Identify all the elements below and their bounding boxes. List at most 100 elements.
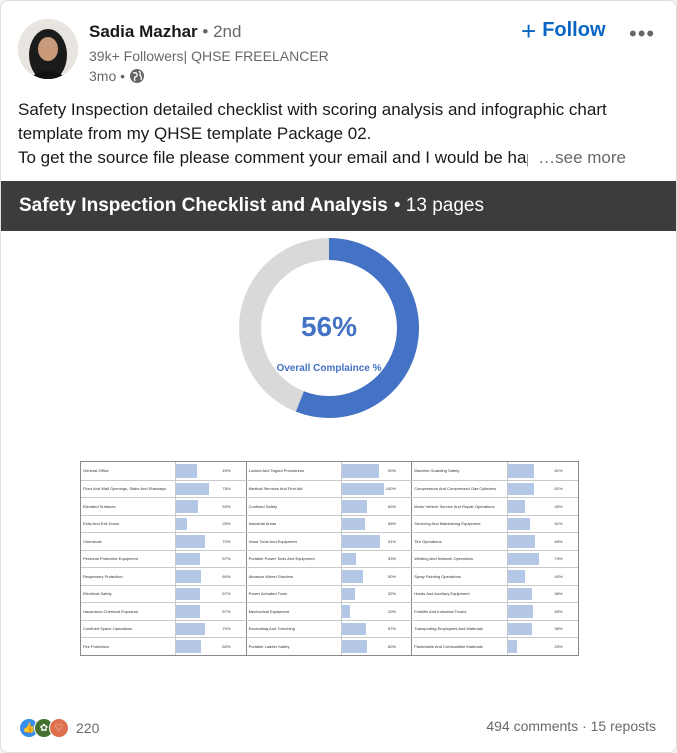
table-cell: Spray Painting Operations 40% — [412, 568, 578, 585]
score-value: 33% — [387, 556, 396, 562]
score-value: 60% — [387, 643, 396, 649]
score-cell: 55% — [342, 516, 411, 533]
score-value: 100% — [385, 486, 396, 492]
category-label: Confined Safety — [247, 498, 343, 515]
score-cell: 78% — [176, 481, 245, 498]
table-row: Personal Protective Equipment 57% Portable… — [81, 549, 578, 568]
donut-compliance-arc — [295, 238, 419, 418]
document-header[interactable]: Safety Inspection Checklist and Analysis… — [1, 181, 676, 231]
table-cell: Forklifts And Industrial Trucks 60% — [412, 603, 578, 620]
score-bar — [176, 482, 209, 495]
score-cell: 60% — [342, 498, 411, 515]
score-cell: 56% — [508, 586, 578, 603]
score-bar — [508, 552, 540, 565]
score-value: 57% — [222, 591, 231, 597]
score-cell: 57% — [176, 551, 245, 568]
score-value: 49% — [222, 468, 231, 474]
score-bar — [176, 517, 187, 530]
score-value: 50% — [387, 573, 396, 579]
category-label: Exits And Exit Doors — [81, 515, 177, 532]
score-cell: 60% — [508, 603, 578, 620]
reaction-count: 220 — [76, 720, 100, 736]
comments-count[interactable]: 494 comments — [486, 718, 579, 734]
table-cell: Welding And Network Operations 74% — [412, 550, 578, 568]
score-cell: 33% — [342, 551, 411, 568]
score-value: 56% — [554, 591, 563, 597]
author-name[interactable]: Sadia Mazhar — [89, 22, 198, 41]
score-cell: 74% — [508, 551, 578, 568]
score-cell: 70% — [176, 621, 245, 638]
category-label: Chemicals — [81, 533, 177, 550]
category-label: Personal Protective Equipment — [81, 550, 177, 567]
compliance-donut-chart — [239, 238, 419, 418]
document-preview[interactable]: 56% Overall Complaince % General Office 4… — [1, 231, 676, 701]
table-cell: Elevated Surfaces 53% — [81, 498, 247, 515]
table-cell: General Office 49% — [81, 462, 247, 480]
score-value: 61% — [554, 468, 563, 474]
score-bar — [176, 552, 201, 565]
social-footer: 👍 ✿ ♡ 220 494 comments · 15 reposts — [1, 706, 676, 752]
score-value: 65% — [554, 538, 563, 544]
score-bar — [342, 464, 380, 478]
author-avatar[interactable] — [18, 19, 78, 79]
post-stats: 494 comments · 15 reposts — [486, 718, 656, 734]
reposts-count[interactable]: 15 reposts — [590, 718, 656, 734]
table-cell: Flammable And Combustible Materials 20% — [412, 638, 578, 655]
table-cell: Power Actuated Tools 32% — [247, 585, 413, 602]
score-bar — [508, 517, 530, 530]
table-cell: Motor Vehicle Service And Repair Operati… — [412, 498, 578, 515]
score-bar — [176, 570, 202, 583]
see-more-link[interactable]: …see more — [528, 146, 626, 170]
score-bar — [342, 605, 351, 618]
table-cell: Mechanical Equipment 20% — [247, 603, 413, 620]
score-bar — [176, 587, 201, 600]
table-cell: Industrial Areas 55% — [247, 515, 413, 533]
score-bar — [176, 464, 197, 478]
follow-button[interactable]: + Follow — [521, 18, 606, 44]
score-bar — [342, 552, 356, 565]
score-value: 40% — [554, 503, 563, 509]
category-label: Portable Power Tools And Equipment — [247, 550, 343, 567]
score-bar — [176, 500, 199, 513]
score-value: 51% — [554, 521, 563, 527]
score-cell: 60% — [176, 568, 245, 585]
table-cell: Hoists And Auxiliary Equipment 56% — [412, 585, 578, 603]
score-bar — [342, 500, 367, 513]
table-cell: Hand Tools And Equipment 91% — [247, 533, 413, 550]
score-bar — [508, 464, 534, 478]
score-cell: 61% — [508, 462, 578, 480]
score-bar — [508, 500, 525, 513]
score-value: 20% — [387, 608, 396, 614]
score-cell: 53% — [176, 498, 245, 515]
category-label: Motor Vehicle Service And Repair Operati… — [412, 498, 509, 515]
table-row: Elevated Surfaces 53% Confined Safety 60% Mo… — [81, 497, 578, 515]
category-label: Compressors And Compressed Gas Cylinders — [412, 480, 509, 497]
score-cell: 65% — [508, 533, 578, 550]
compliance-percent: 56% — [300, 311, 358, 342]
category-label: Hand Tools And Equipment — [247, 533, 343, 550]
score-bar — [508, 535, 536, 548]
category-label: Fire Protection — [81, 638, 177, 655]
score-cell: 57% — [342, 621, 411, 638]
post-time-text: 3mo • — [89, 68, 126, 84]
post-text-line: template from my QHSE template Package 0… — [18, 124, 372, 143]
document-title: Safety Inspection Checklist and Analysis — [19, 195, 388, 216]
category-label: Floor And Wall Openings, Stairs And Stai… — [81, 480, 177, 497]
more-options-icon[interactable]: ••• — [629, 21, 656, 46]
category-label: General Office — [81, 462, 177, 480]
category-label: Tire Operations — [412, 533, 509, 550]
category-label: Confined Space Operations — [81, 620, 177, 637]
table-cell: Confined Space Operations 70% — [81, 620, 247, 638]
table-cell: Confined Safety 60% — [247, 498, 413, 515]
globe-icon — [130, 69, 145, 83]
table-cell: Excavating And Trenching 57% — [247, 620, 413, 638]
category-label: Forklifts And Industrial Trucks — [412, 603, 509, 620]
reactions[interactable]: 👍 ✿ ♡ 220 — [19, 718, 99, 738]
author-info: Sadia Mazhar • 2nd 39k+ Followers| QHSE … — [89, 21, 329, 86]
score-cell: 61% — [508, 481, 578, 498]
table-cell: Floor And Wall Openings, Stairs And Stai… — [81, 480, 247, 498]
score-bar — [342, 622, 366, 635]
score-value: 57% — [387, 626, 396, 632]
score-value: 60% — [554, 608, 563, 614]
